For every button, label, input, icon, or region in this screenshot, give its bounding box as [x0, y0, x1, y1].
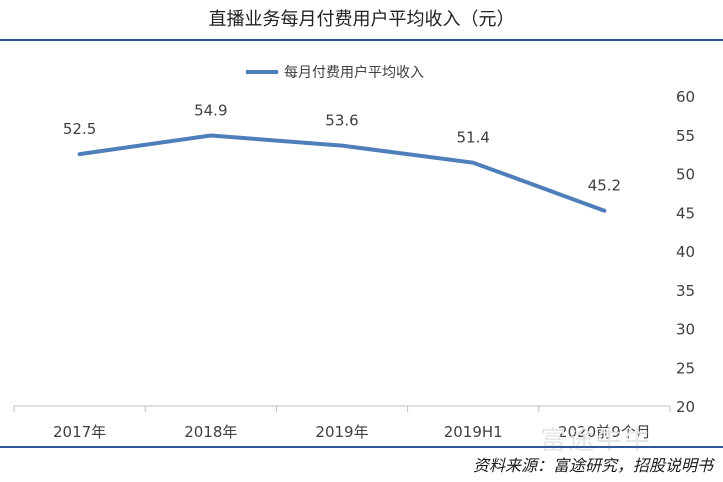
data-label: 52.5 — [63, 120, 96, 138]
y-tick-label: 55 — [676, 127, 695, 145]
x-tick-label: 2020前9个月 — [558, 423, 651, 441]
watermark-logo: 富途牛牛 — [540, 426, 653, 456]
chart-title: 直播业务每月付费用户平均收入（元） — [208, 9, 515, 30]
title-rule — [0, 39, 723, 41]
legend-label: 每月付费用户平均收入 — [284, 64, 424, 81]
y-tick-label: 30 — [676, 321, 695, 339]
y-axis-ticks: 20 25 30 35 40 45 50 55 60 — [676, 88, 695, 416]
y-tick-label: 50 — [676, 166, 695, 184]
series-line — [77, 133, 607, 213]
y-tick-label: 25 — [676, 359, 695, 377]
x-tick-label: 2018年 — [184, 423, 237, 441]
data-labels: 52.5 54.9 53.6 51.4 45.2 — [63, 102, 621, 195]
y-tick-label: 45 — [676, 204, 695, 222]
y-tick-label: 35 — [676, 282, 695, 300]
y-tick-label: 40 — [676, 243, 695, 261]
x-tick-label: 2017年 — [53, 423, 106, 441]
legend: 每月付费用户平均收入 — [246, 64, 424, 81]
x-axis-ticks: 2017年 2018年 2019年 2019H1 2020前9个月 — [13, 406, 671, 441]
y-tick-label: 60 — [676, 88, 695, 106]
source-note: 资料来源：富途研究，招股说明书 — [472, 456, 713, 475]
data-label: 51.4 — [456, 129, 489, 147]
x-tick-label: 2019年 — [315, 423, 368, 441]
data-label: 54.9 — [194, 102, 227, 120]
footer-rule — [0, 446, 723, 448]
y-tick-label: 20 — [676, 398, 695, 416]
data-label: 53.6 — [325, 112, 358, 130]
x-tick-label: 2019H1 — [444, 423, 503, 441]
data-label: 45.2 — [588, 177, 621, 195]
